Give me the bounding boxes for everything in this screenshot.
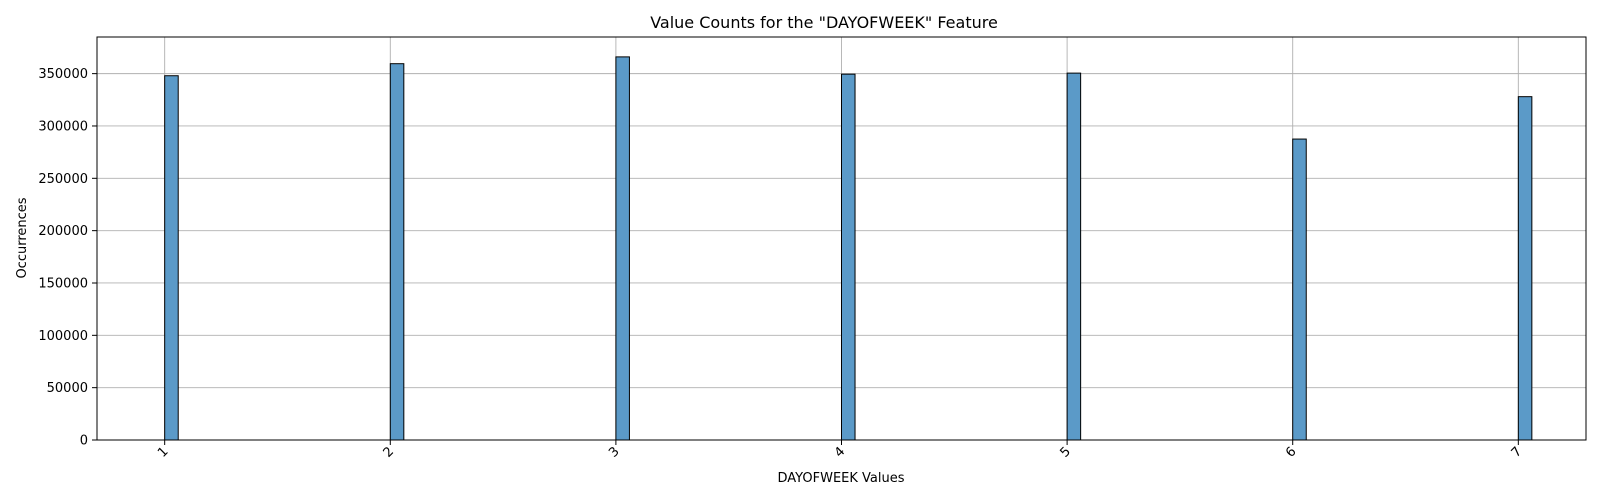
bar-2 bbox=[389, 63, 405, 441]
y-tick-label: 50000 bbox=[47, 381, 88, 396]
chart-title: Value Counts for the "DAYOFWEEK" Feature bbox=[650, 13, 998, 32]
bar-1 bbox=[164, 75, 179, 441]
bar-3 bbox=[615, 56, 630, 441]
x-axis-title: DAYOFWEEK Values bbox=[777, 471, 904, 486]
y-tick-label: 250000 bbox=[38, 172, 88, 187]
bar-4 bbox=[841, 73, 856, 441]
y-tick-label: 300000 bbox=[38, 119, 88, 134]
y-tick-label: 150000 bbox=[38, 276, 88, 291]
y-tick-label: 200000 bbox=[38, 224, 88, 239]
y-tick-label: 350000 bbox=[38, 67, 88, 82]
bars bbox=[164, 56, 1533, 441]
bar-7 bbox=[1517, 96, 1533, 441]
y-tick-label: 100000 bbox=[38, 329, 88, 344]
y-axis-title: Occurrences bbox=[15, 197, 30, 278]
y-axis-ticks: 0 50000 100000 150000 200000 250000 300000 3500… bbox=[38, 67, 97, 449]
bar-6 bbox=[1292, 138, 1307, 441]
y-tick-label: 0 bbox=[80, 434, 88, 449]
bar-5 bbox=[1066, 72, 1082, 441]
